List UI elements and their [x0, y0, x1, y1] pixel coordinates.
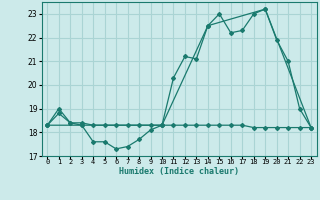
X-axis label: Humidex (Indice chaleur): Humidex (Indice chaleur) — [119, 167, 239, 176]
